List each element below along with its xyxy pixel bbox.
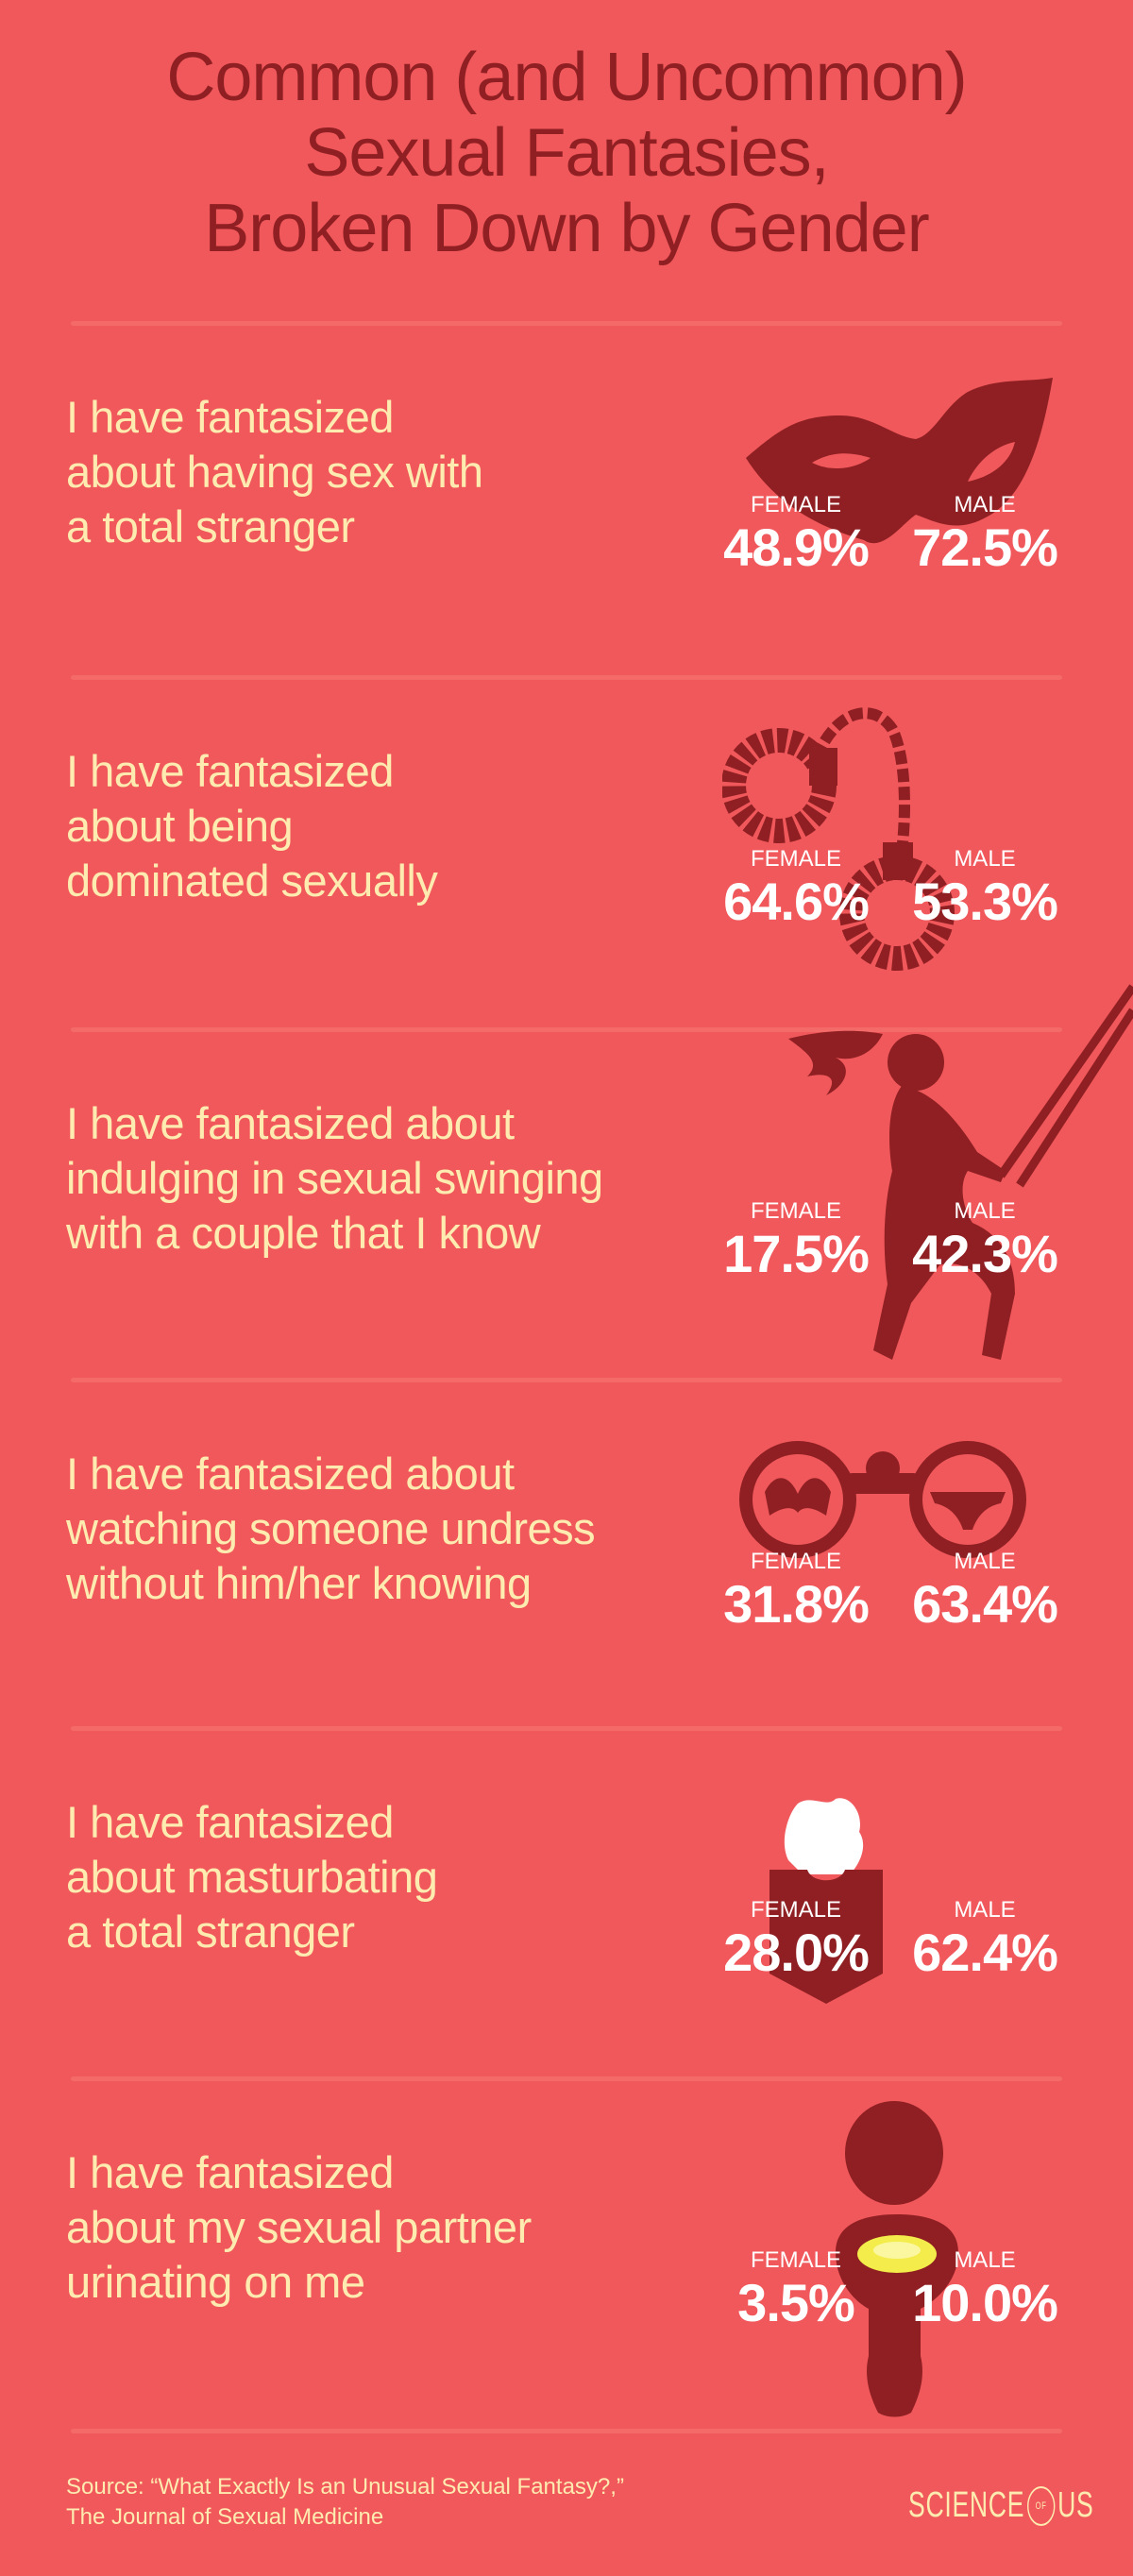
- question-line: about having sex with: [66, 447, 483, 497]
- title-line: Broken Down by Gender: [204, 191, 929, 266]
- male-label: MALE: [954, 2247, 1016, 2273]
- male-label: MALE: [954, 1198, 1016, 1224]
- fantasy-item: I have fantasized about masturbating a t…: [0, 1729, 1133, 2080]
- binoculars-icon: [739, 1441, 1026, 1558]
- question-line: with a couple that I know: [66, 1208, 541, 1258]
- male-label: MALE: [954, 1549, 1016, 1574]
- female-stat: FEMALE 31.8%: [702, 1549, 890, 1634]
- female-label: FEMALE: [750, 492, 842, 517]
- female-percent: 3.5%: [737, 2273, 855, 2332]
- source-line: The Journal of Sexual Medicine: [66, 2504, 384, 2530]
- question-line: watching someone undress: [66, 1503, 596, 1553]
- question-line: I have fantasized: [66, 2147, 394, 2197]
- logo-text: SCIENCE: [908, 2485, 1025, 2525]
- divider: [71, 675, 1062, 680]
- female-stat: FEMALE 28.0%: [702, 1897, 890, 1982]
- male-percent: 42.3%: [912, 1224, 1058, 1283]
- male-percent: 53.3%: [912, 872, 1058, 931]
- title-line: Common (and Uncommon): [166, 40, 967, 115]
- fantasy-item: I have fantasized about having sex with …: [0, 324, 1133, 675]
- question-line: I have fantasized: [66, 1797, 394, 1847]
- female-percent: 64.6%: [723, 872, 870, 931]
- male-percent: 63.4%: [912, 1574, 1058, 1634]
- female-label: FEMALE: [750, 1198, 842, 1224]
- divider: [71, 1378, 1062, 1382]
- divider: [71, 2076, 1062, 2081]
- female-stat: FEMALE 3.5%: [702, 2247, 890, 2332]
- question-line: I have fantasized: [66, 392, 394, 442]
- question-line: about being: [66, 801, 294, 851]
- question-line: dominated sexually: [66, 856, 438, 906]
- handcuffs-icon: [722, 707, 955, 971]
- question-line: about my sexual partner: [66, 2202, 532, 2252]
- question-line: I have fantasized about: [66, 1449, 515, 1499]
- question-text: I have fantasized about watching someone…: [66, 1447, 708, 1611]
- female-percent: 17.5%: [723, 1224, 870, 1283]
- title-line: Sexual Fantasies,: [304, 115, 829, 191]
- question-line: indulging in sexual swinging: [66, 1153, 603, 1203]
- female-stat: FEMALE 17.5%: [702, 1198, 890, 1283]
- male-label: MALE: [954, 1897, 1016, 1923]
- female-label: FEMALE: [750, 846, 842, 872]
- question-line: I have fantasized about: [66, 1098, 515, 1148]
- male-percent: 62.4%: [912, 1923, 1058, 1982]
- female-percent: 28.0%: [723, 1923, 870, 1982]
- question-line: about masturbating: [66, 1852, 438, 1902]
- question-line: without him/her knowing: [66, 1558, 532, 1608]
- logo-text: OF: [1026, 2485, 1056, 2526]
- question-text: I have fantasized about being dominated …: [66, 744, 708, 908]
- fantasy-item: I have fantasized about being dominated …: [0, 678, 1133, 1029]
- male-label: MALE: [954, 846, 1016, 872]
- question-line: a total stranger: [66, 1907, 355, 1957]
- female-label: FEMALE: [750, 1549, 842, 1574]
- page-title: Common (and Uncommon) Sexual Fantasies, …: [0, 40, 1133, 266]
- divider: [71, 1027, 1062, 1032]
- logo-text: US: [1057, 2485, 1094, 2525]
- male-stat: MALE 10.0%: [890, 2247, 1079, 2332]
- male-percent: 10.0%: [912, 2273, 1058, 2332]
- male-stat: MALE 72.5%: [890, 492, 1079, 577]
- mask-icon: [746, 378, 1053, 544]
- question-line: urinating on me: [66, 2257, 365, 2307]
- question-text: I have fantasized about masturbating a t…: [66, 1795, 708, 1959]
- fantasy-item: I have fantasized about my sexual partne…: [0, 2079, 1133, 2431]
- male-stat: MALE 53.3%: [890, 846, 1079, 931]
- question-line: a total stranger: [66, 501, 355, 551]
- question-text: I have fantasized about having sex with …: [66, 390, 708, 554]
- male-stat: MALE 62.4%: [890, 1897, 1079, 1982]
- male-label: MALE: [954, 492, 1016, 517]
- science-of-us-logo: SCIENCE OF US: [908, 2485, 1094, 2526]
- source-citation: Source: “What Exactly Is an Unusual Sexu…: [66, 2472, 624, 2533]
- female-percent: 48.9%: [723, 517, 870, 577]
- male-percent: 72.5%: [912, 517, 1058, 577]
- swing-icon: [788, 984, 1133, 1360]
- toilet-icon: [836, 2101, 958, 2417]
- question-text: I have fantasized about my sexual partne…: [66, 2145, 708, 2310]
- divider: [71, 2429, 1062, 2433]
- fantasy-item: I have fantasized about indulging in sex…: [0, 1030, 1133, 1381]
- male-stat: MALE 63.4%: [890, 1549, 1079, 1634]
- question-line: I have fantasized: [66, 746, 394, 796]
- question-text: I have fantasized about indulging in sex…: [66, 1096, 708, 1261]
- tissue-box-icon: [769, 1798, 883, 2004]
- female-label: FEMALE: [750, 2247, 842, 2273]
- source-line: Source: “What Exactly Is an Unusual Sexu…: [66, 2474, 624, 2500]
- female-percent: 31.8%: [723, 1574, 870, 1634]
- divider: [71, 1726, 1062, 1731]
- female-stat: FEMALE 64.6%: [702, 846, 890, 931]
- male-stat: MALE 42.3%: [890, 1198, 1079, 1283]
- divider: [71, 321, 1062, 326]
- fantasy-item: I have fantasized about watching someone…: [0, 1381, 1133, 1732]
- female-stat: FEMALE 48.9%: [702, 492, 890, 577]
- female-label: FEMALE: [750, 1897, 842, 1923]
